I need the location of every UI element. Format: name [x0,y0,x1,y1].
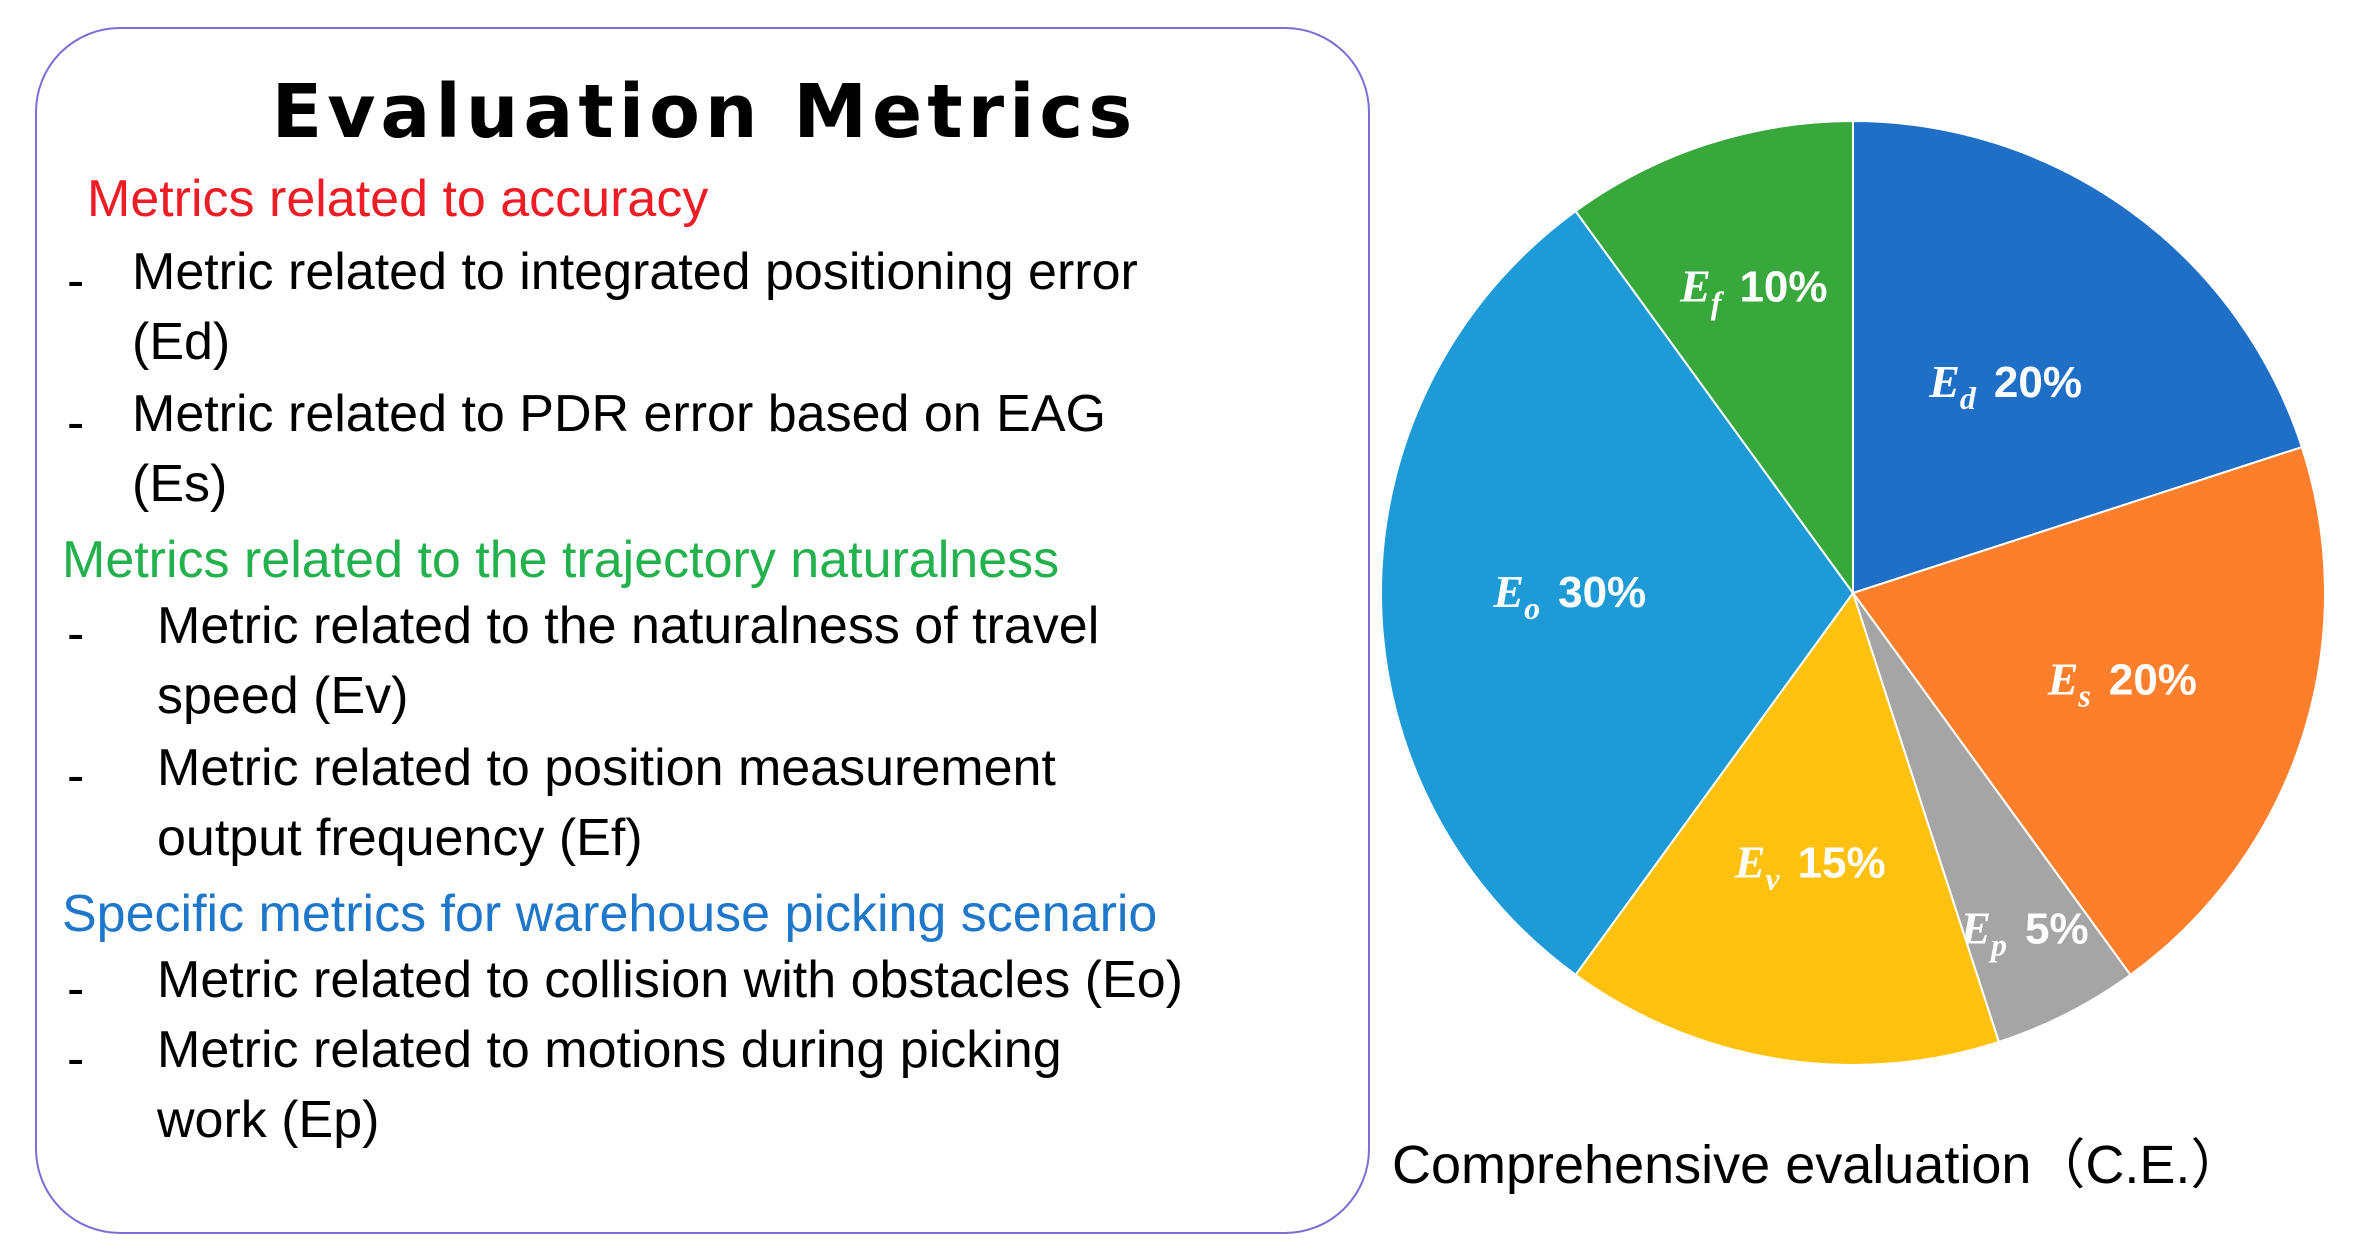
metric-item-ep-line1: Metric related to motions during picking [157,1021,1062,1079]
pie-label-es: Es 20% [2047,654,2197,714]
metric-item-ev: Metric related to the naturalness of tra… [157,591,1099,731]
pie-slice-es [1851,445,2326,977]
metric-item-ef-line2: output frequency (Ef) [157,809,643,867]
metric-item-es: Metric related to PDR error based on EAG… [132,379,1106,519]
pie-slice-ef [1574,119,1854,597]
metric-item-ep: Metric related to motions during picking… [157,1015,1062,1155]
pie-chart-svg: Ed 20% Es 20% Ep 5% Ev 15% Eo 30% Ef 10% [1379,119,2326,1066]
metric-item-es-line2: (Es) [132,455,228,513]
metric-item-ev-line1: Metric related to the naturalness of tra… [157,597,1100,655]
panel-title: Evaluation Metrics [271,69,1138,155]
metric-item-es-line1: Metric related to PDR error based on EAG [132,385,1106,443]
pie-slice-eo [1379,209,1855,977]
metric-item-eo: Metric related to collision with obstacl… [157,945,1183,1015]
bullet-dash: - [67,747,85,805]
bullet-dash: - [67,605,85,663]
section-heading-accuracy: Metrics related to accuracy [87,170,709,228]
section-heading-naturalness: Metrics related to the trajectory natura… [62,531,1060,589]
bullet-dash: - [67,1030,85,1088]
pie-label-ed: Ed 20% [1928,356,2082,416]
pie-label-ep: Ep 5% [1959,902,2088,962]
pie-slice-ed [1852,119,2304,595]
metric-item-ef-line1: Metric related to position measurement [157,739,1056,797]
metric-item-ef: Metric related to position measurement o… [157,733,1056,873]
pie-label-ev: Ev 15% [1734,836,1886,896]
metric-item-ep-line2: work (Ep) [157,1091,380,1149]
pie-label-eo: Eo 30% [1492,566,1646,626]
bullet-dash: - [67,252,85,310]
metric-item-ed-line1: Metric related to integrated positioning… [132,243,1138,301]
metric-item-ed-line2: (Ed) [132,313,231,371]
pie-label-ef: Ef 10% [1679,261,1827,321]
pie-slice-ep [1852,592,2132,1044]
bullet-dash: - [67,394,85,452]
metric-item-eo-line1: Metric related to collision with obstacl… [157,951,1183,1009]
metrics-panel: Evaluation Metrics Metrics related to ac… [35,27,1370,1234]
metric-item-ed: Metric related to integrated positioning… [132,237,1138,377]
pie-chart: Ed 20% Es 20% Ep 5% Ev 15% Eo 30% Ef 10% [1370,110,2355,1090]
metric-item-ev-line2: speed (Ev) [157,667,409,725]
pie-slice-ev [1574,590,2001,1066]
bullet-dash: - [67,960,85,1018]
section-heading-warehouse: Specific metrics for warehouse picking s… [62,885,1158,943]
chart-caption: Comprehensive evaluation（C.E.） [1392,1135,2245,1195]
